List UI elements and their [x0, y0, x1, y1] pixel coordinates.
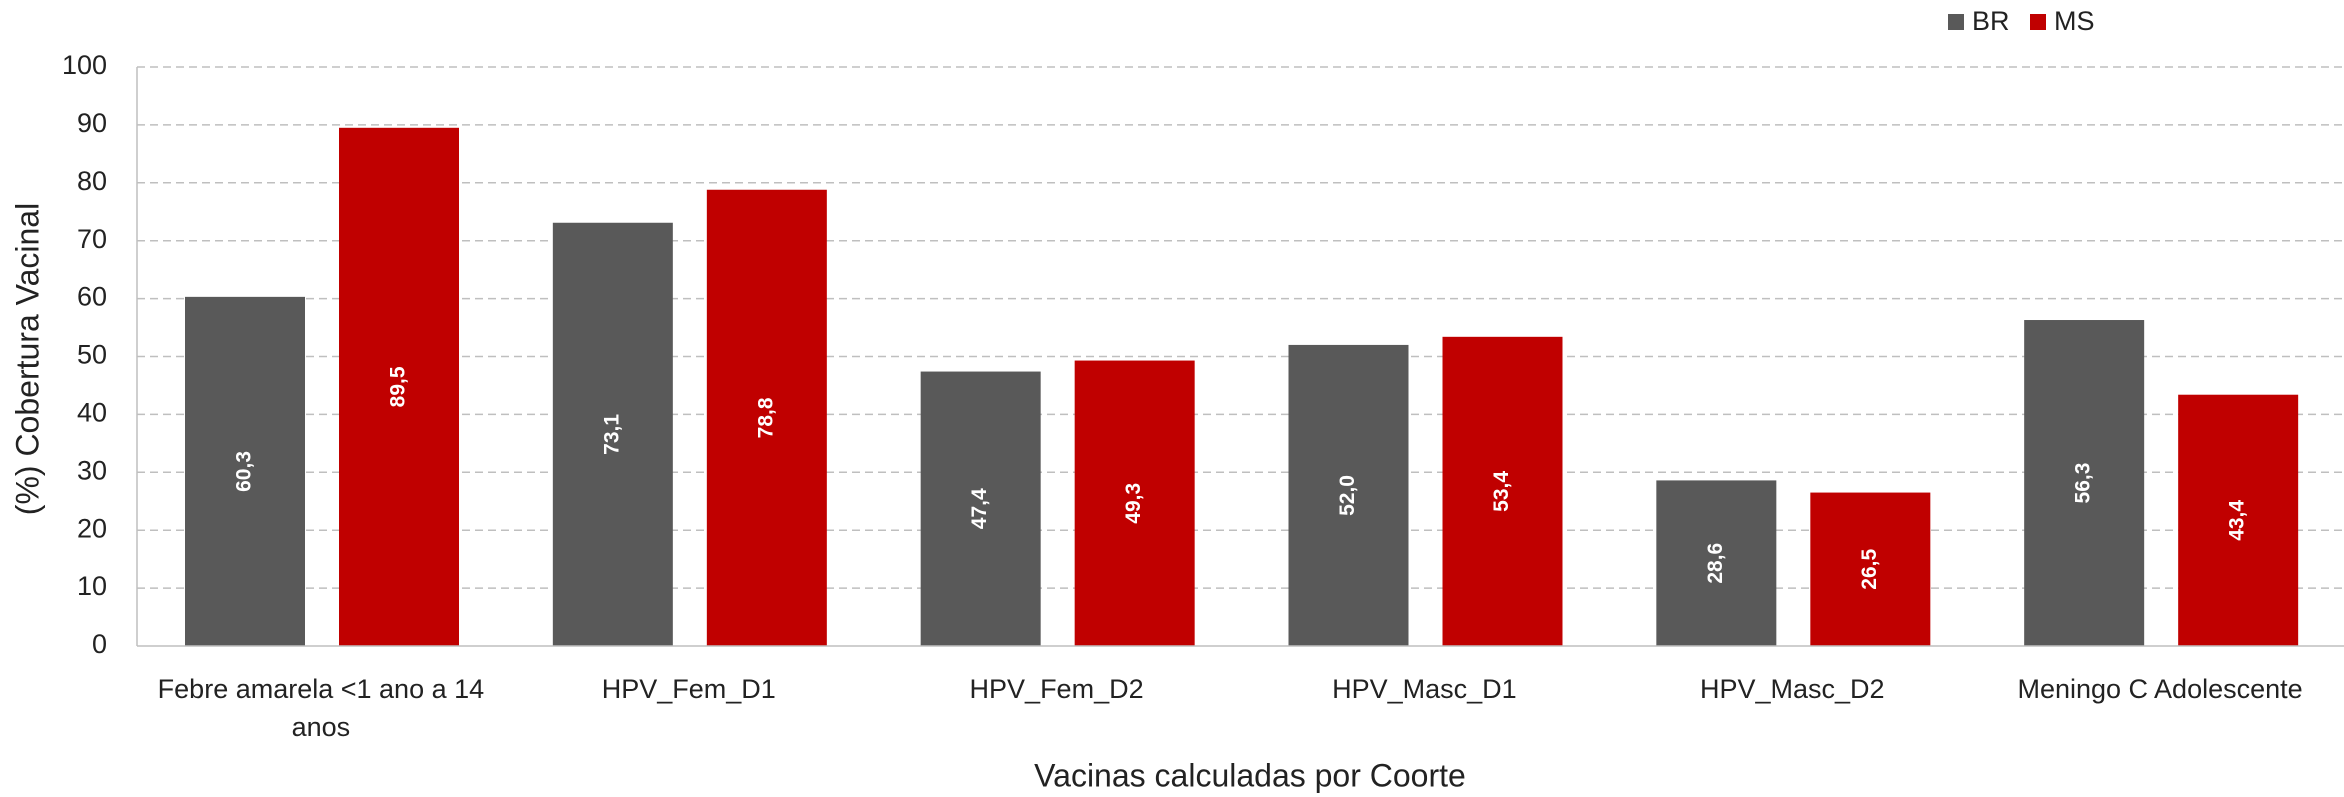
x-tick-label: HPV_Masc_D1: [1332, 674, 1517, 704]
x-tick-label: HPV_Fem_D2: [969, 674, 1144, 704]
bar: [552, 222, 673, 646]
value-label: 53,4: [1490, 471, 1513, 512]
value-label: 43,4: [2226, 500, 2249, 541]
bar: [1074, 360, 1195, 646]
bar: [1810, 492, 1931, 646]
bar: [185, 296, 305, 646]
bar: [706, 189, 827, 647]
value-label: 89,5: [387, 366, 410, 407]
bar: [920, 371, 1041, 646]
value-label: 73,1: [600, 414, 623, 455]
y-tick-label: 20: [77, 513, 107, 543]
x-axis-title: Vacinas calculadas por Coorte: [1034, 757, 1466, 793]
y-tick-label: 50: [77, 340, 107, 370]
y-tick-label: 80: [77, 166, 107, 196]
x-tick-label: Meningo C Adolescente: [2017, 674, 2303, 704]
value-label: 49,3: [1122, 483, 1145, 524]
value-label: 28,6: [1704, 543, 1727, 584]
x-tick-label: HPV_Fem_D1: [601, 674, 776, 704]
y-tick-label: 90: [77, 108, 107, 138]
value-label: 56,3: [2072, 463, 2095, 504]
x-tick-label: HPV_Masc_D2: [1699, 674, 1885, 704]
y-tick-label: 40: [77, 398, 107, 428]
y-tick-label: 60: [77, 282, 107, 312]
y-tick-label: 0: [92, 629, 107, 659]
bar: [2178, 394, 2299, 646]
value-label: 78,8: [754, 397, 777, 438]
value-label: 26,5: [1858, 549, 1881, 590]
bar: [1442, 336, 1563, 646]
y-tick-label: 70: [77, 224, 107, 254]
x-tick-label: Febre amarela <1 ano a 14 anos: [157, 674, 485, 742]
y-axis-title: (%) Cobertura Vacinal: [9, 203, 45, 515]
bar: [2024, 320, 2145, 646]
legend-swatch: [2030, 14, 2046, 30]
value-label: 47,4: [968, 488, 991, 529]
y-tick-label: 100: [62, 50, 107, 80]
bar: [339, 127, 459, 647]
legend-label: MS: [2054, 6, 2095, 36]
bar: [1288, 344, 1409, 646]
value-label: 52,0: [1336, 475, 1359, 516]
y-tick-label: 10: [77, 571, 107, 601]
legend-swatch: [1948, 14, 1964, 30]
bar: [1656, 480, 1777, 646]
y-tick-label: 30: [77, 455, 107, 485]
legend-label: BR: [1972, 6, 2010, 36]
value-label: 60,3: [233, 451, 256, 492]
